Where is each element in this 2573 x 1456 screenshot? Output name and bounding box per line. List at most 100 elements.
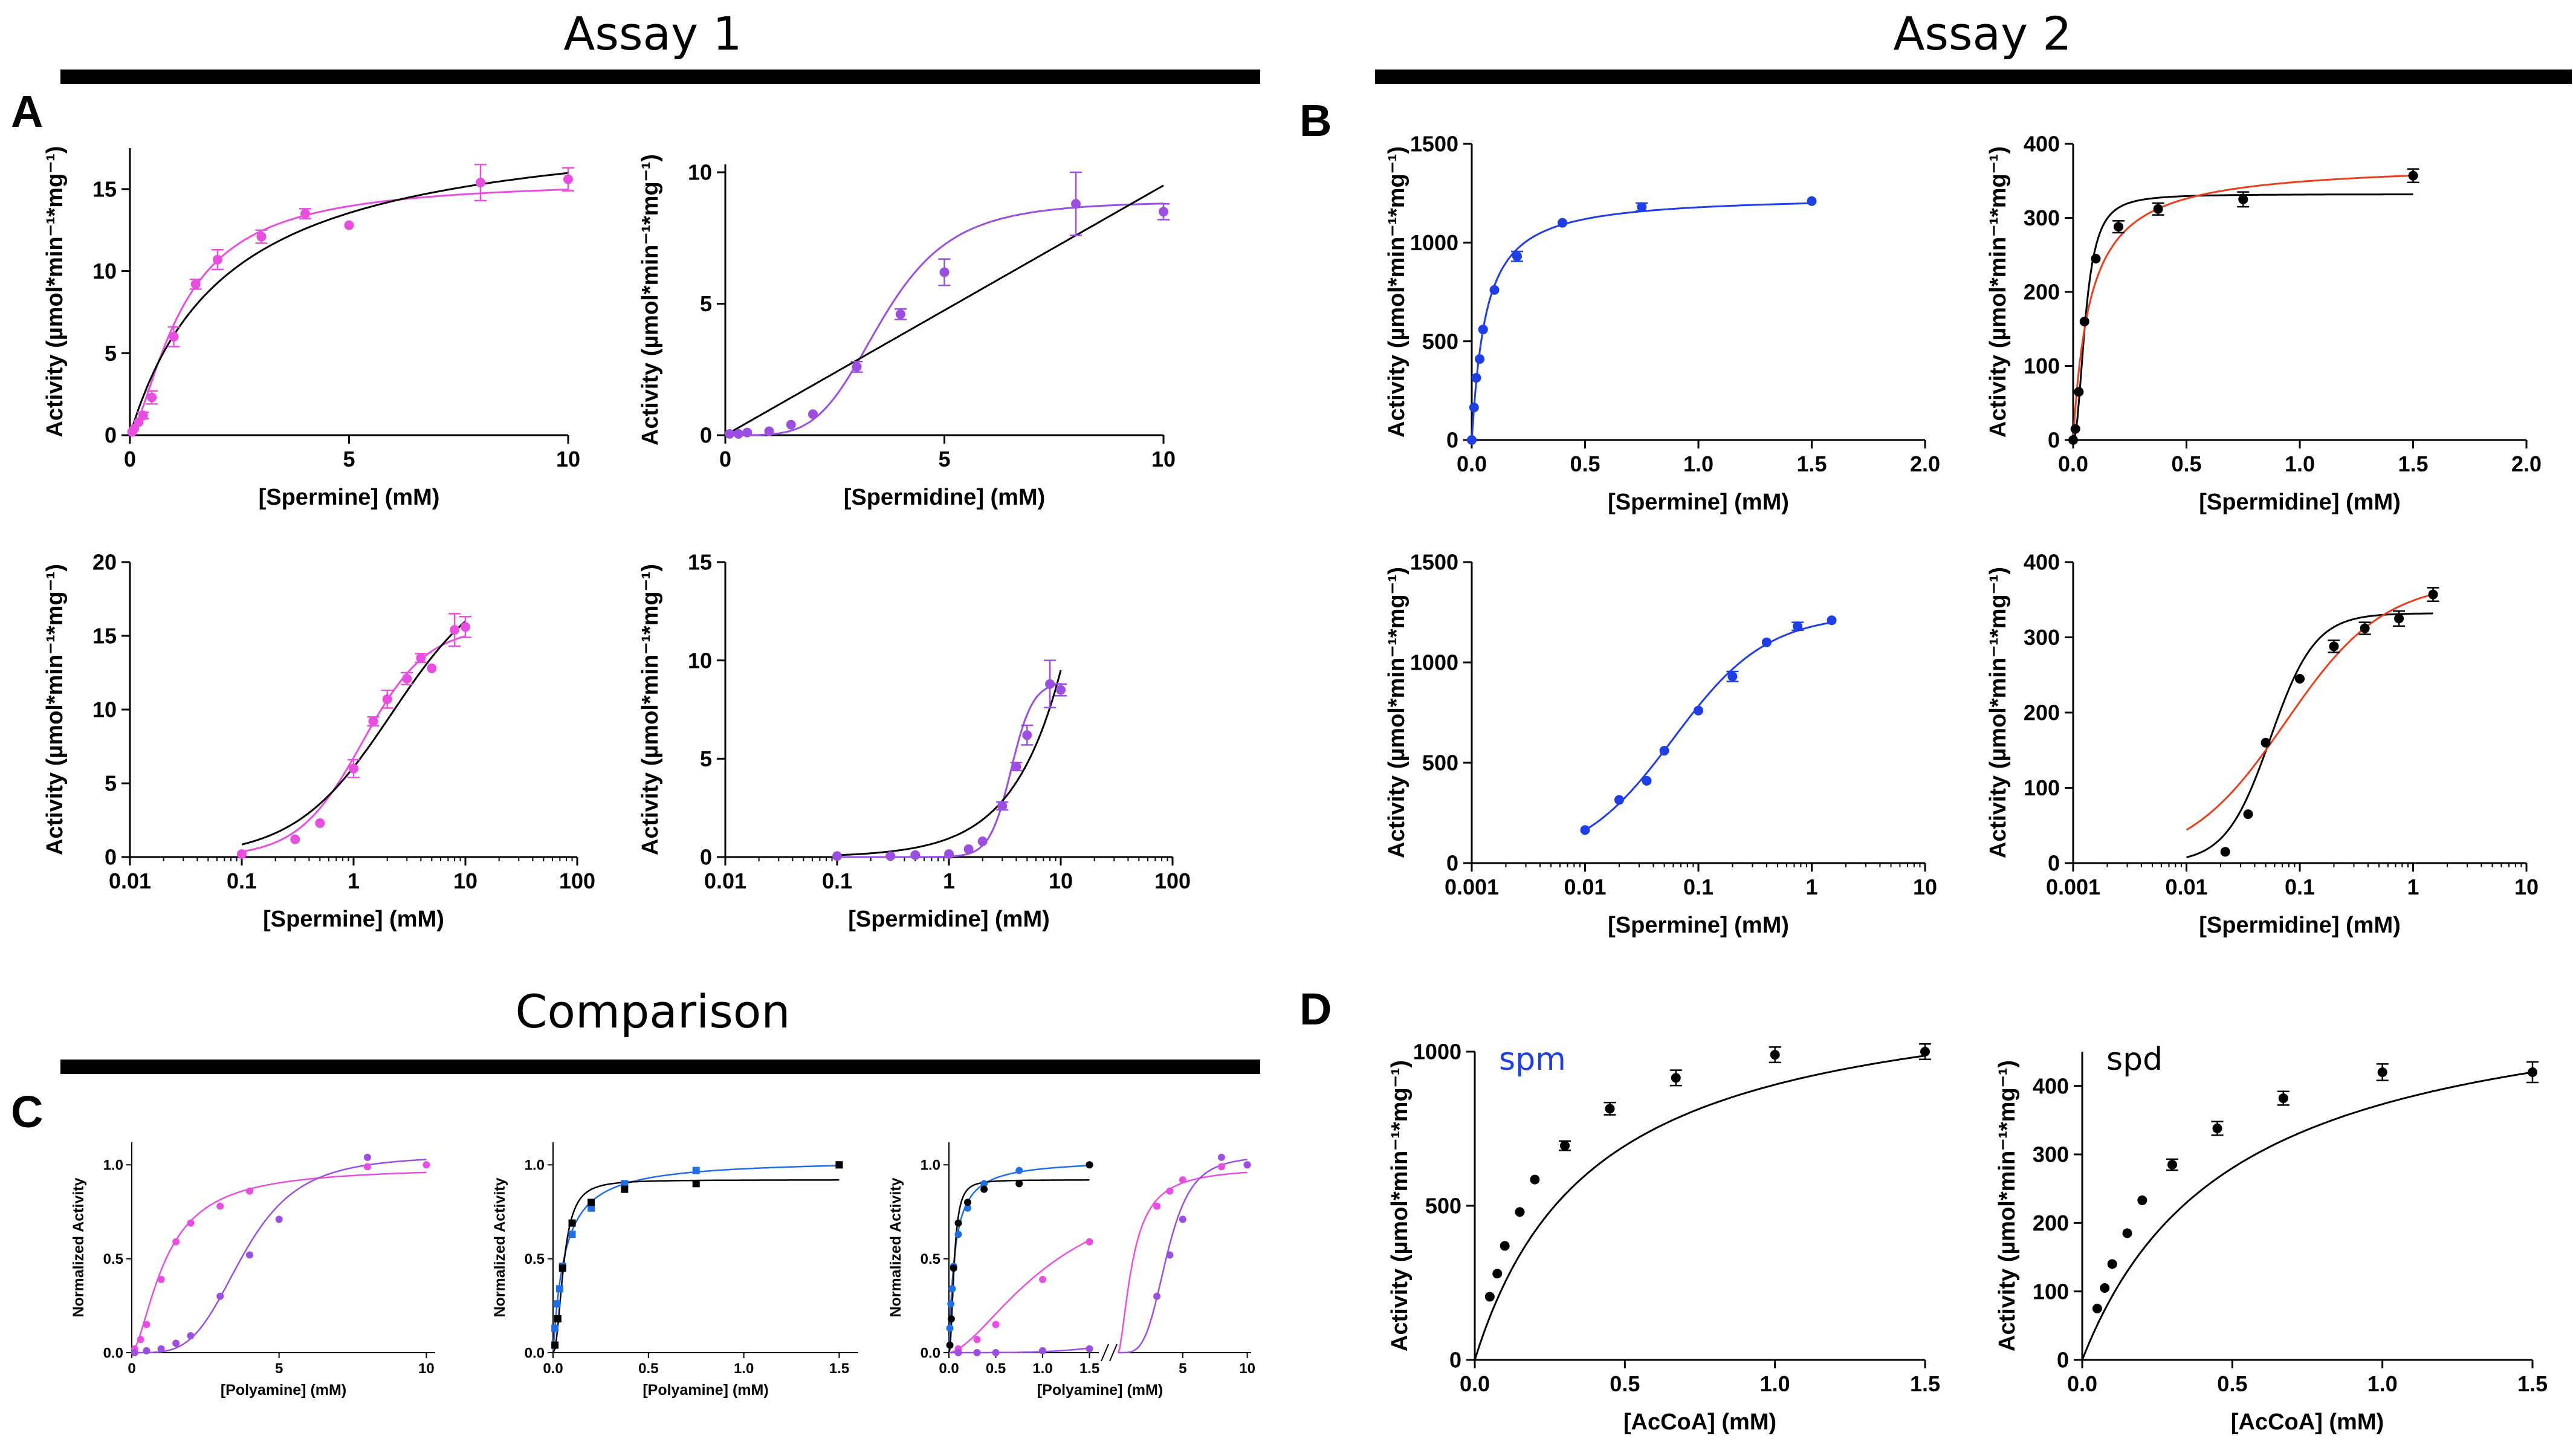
- data-point: [187, 1332, 195, 1340]
- x-axis-label: [Spermidine] (mM): [848, 907, 1050, 932]
- data-point: [964, 1204, 971, 1212]
- x-tick-label: 0.0: [2067, 1371, 2097, 1396]
- y-tick-label: 15: [92, 176, 117, 201]
- x-tick-label: 0.01: [1564, 875, 1606, 899]
- data-point: [808, 409, 818, 419]
- y-tick-label: 0: [2048, 428, 2060, 453]
- data-point: [954, 1231, 962, 1238]
- y-tick-label: 200: [2024, 280, 2060, 305]
- data-point: [216, 1292, 224, 1300]
- x-tick-label: 0.0: [543, 1361, 563, 1377]
- data-point: [563, 174, 573, 184]
- y-tick-label: 300: [2033, 1142, 2069, 1167]
- x-axis-label: [Polyamine] (mM): [1037, 1382, 1163, 1399]
- y-tick-label: 300: [2024, 205, 2060, 230]
- data-point: [275, 1215, 283, 1223]
- data-point: [1153, 1292, 1161, 1300]
- y-tick-label: 0: [1446, 851, 1458, 876]
- x-tick-label: 0.1: [822, 869, 852, 893]
- fit-curve-fit-mm: [2081, 1071, 2533, 1361]
- y-axis-label: Activity (µmol*min⁻¹*mg⁻¹): [1995, 1060, 2020, 1351]
- data-point: [1694, 705, 1703, 716]
- data-point: [363, 1163, 371, 1171]
- chart-b1-spermine-linear: 0 500 1000 1500 0.0 0.5 1.0 1.5 2.0 [Spermine] (m…: [1384, 132, 1940, 515]
- fit-curve-fit-spermidine: [132, 1159, 427, 1354]
- y-tick-label: 400: [2024, 550, 2060, 575]
- divider-assay1: [60, 70, 1260, 84]
- data-point: [2243, 809, 2253, 820]
- x-tick-label: 1.0: [2285, 451, 2315, 476]
- title-comparison: Comparison: [515, 985, 790, 1038]
- data-point: [1179, 1215, 1186, 1223]
- data-point: [300, 209, 310, 219]
- data-point: [2394, 613, 2404, 624]
- chart-b2-spermidine-linear: 0 100 200 300 400 0.0 0.5 1.0 1.5 2.0 [Spermidine]…: [1986, 132, 2542, 515]
- x-axis-label: [Spermine] (mM): [263, 907, 444, 932]
- data-point: [461, 622, 470, 632]
- data-point: [973, 1349, 981, 1356]
- data-point: [1243, 1161, 1251, 1169]
- data-point: [980, 1180, 988, 1188]
- y-tick-label: 500: [1425, 1194, 1461, 1218]
- data-point: [1478, 325, 1488, 335]
- x-tick-label: 10: [1151, 447, 1176, 471]
- fit-curve-fit-hill: [241, 635, 466, 853]
- y-axis-label: Activity (µmol*min⁻¹*mg⁻¹): [42, 146, 68, 437]
- data-point: [402, 673, 412, 684]
- y-tick-label: 10: [92, 259, 117, 283]
- x-axis-label: [AcCoA] (mM): [1623, 1409, 1776, 1435]
- data-point: [948, 1285, 956, 1293]
- x-tick-label: 1.0: [1032, 1361, 1052, 1377]
- x-tick-label: 0.5: [986, 1361, 1006, 1377]
- x-axis-label: [AcCoA] (mM): [2231, 1409, 2384, 1435]
- data-point: [157, 1345, 165, 1353]
- data-point: [1475, 354, 1485, 364]
- data-point: [764, 426, 774, 436]
- data-point: [692, 1166, 700, 1174]
- chart-d2-accoa-spd: 0 100 200 300 400 0.0 0.5 1.0 1.5 [AcCoA] (mM) Act…: [1995, 1041, 2548, 1435]
- fit-curve-fit-spermine-a1: [948, 1239, 1090, 1354]
- data-point: [2122, 1228, 2132, 1238]
- y-tick-label: 15: [92, 624, 117, 649]
- y-tick-label: 0: [105, 423, 117, 448]
- data-point: [1217, 1163, 1225, 1171]
- fit-curve-fit-spermidine-a1-right: [1118, 1159, 1248, 1354]
- data-point: [2079, 317, 2089, 326]
- data-point: [1770, 1050, 1780, 1060]
- data-point: [1558, 218, 1567, 228]
- data-point: [786, 419, 796, 430]
- y-axis-label: Activity (µmol*min⁻¹*mg⁻¹): [1387, 1060, 1413, 1351]
- chart-b3-spermine-log: 0 500 1000 1500 0.001 0.01 0.1 1 10 [Spermine] (m…: [1384, 550, 1937, 938]
- data-point: [422, 1161, 430, 1169]
- y-tick-label: 10: [688, 160, 712, 185]
- data-point: [1039, 1347, 1046, 1354]
- data-point: [2329, 641, 2339, 652]
- y-tick-label: 100: [2033, 1279, 2069, 1304]
- data-point: [172, 1339, 180, 1347]
- data-point: [621, 1180, 629, 1188]
- data-point: [1086, 1161, 1093, 1169]
- data-point: [2238, 194, 2248, 204]
- fit-curve-fit-mm: [241, 620, 466, 846]
- fit-curve-fit-spermine: [131, 1171, 427, 1353]
- x-tick-label: 1.5: [829, 1361, 849, 1377]
- y-tick-label: 0.5: [103, 1251, 123, 1267]
- data-point: [1039, 1275, 1046, 1283]
- data-point: [1071, 199, 1081, 209]
- data-point: [692, 1180, 700, 1188]
- y-tick-label: 10: [688, 648, 712, 673]
- chart-annotation: spm: [1499, 1041, 1566, 1078]
- data-point: [1467, 435, 1477, 445]
- data-point: [910, 850, 921, 860]
- data-point: [1153, 1202, 1161, 1210]
- data-point: [2295, 673, 2305, 684]
- data-point: [1671, 1073, 1681, 1083]
- data-point: [947, 1315, 955, 1323]
- x-tick-label: 0.01: [704, 869, 746, 893]
- x-tick-label: 10: [1913, 875, 1937, 899]
- chart-a2-spermidine-linear: 0 5 10 0 5 10 [Spermidine] (mM) Activity (µmol*…: [638, 154, 1176, 510]
- x-axis-label: [Spermidine] (mM): [2199, 913, 2401, 938]
- x-tick-label: 0: [719, 447, 731, 471]
- data-point: [947, 1300, 955, 1308]
- x-tick-label: 5: [275, 1361, 283, 1377]
